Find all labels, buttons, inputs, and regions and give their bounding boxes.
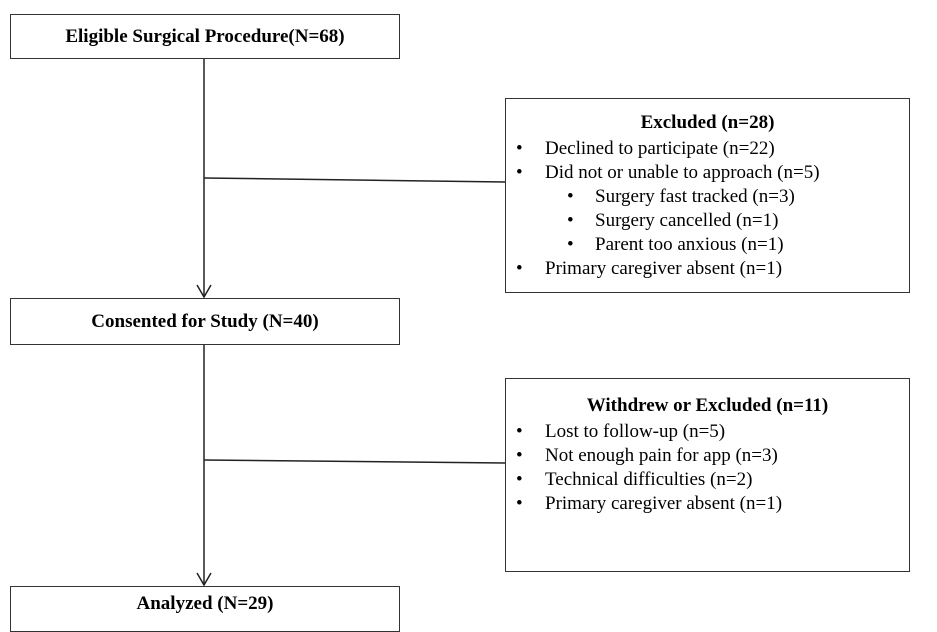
bullet-item: Lost to follow-up (n=5) [506, 420, 909, 444]
sub-bullet-item: Surgery fast tracked (n=3) [506, 185, 909, 209]
flow-box: Consented for Study (N=40) [10, 298, 400, 345]
bullet-item: Did not or unable to approach (n=5) [506, 161, 909, 185]
arrow-head [196, 284, 212, 299]
flow-box: Eligible Surgical Procedure(N=68) [10, 14, 400, 59]
exclusion-box: Withdrew or Excluded (n=11) Lost to follo… [505, 378, 910, 572]
box-title: Withdrew or Excluded (n=11) [586, 395, 829, 416]
box-title: Excluded (n=28) [640, 112, 775, 133]
bullet-item: Not enough pain for app (n=3) [506, 444, 909, 468]
branch-line [203, 459, 506, 464]
sub-bullet-item: Surgery cancelled (n=1) [506, 209, 909, 233]
arrow-head [196, 572, 212, 587]
sub-bullet-item: Parent too anxious (n=1) [506, 233, 909, 257]
bullet-item: Declined to participate (n=22) [506, 137, 909, 161]
bullet-item: Technical difficulties (n=2) [506, 468, 909, 492]
bullet-item: Primary caregiver absent (n=1) [506, 492, 909, 516]
connectors [196, 58, 506, 587]
branch-line [203, 177, 506, 183]
page: {"nodes": [ {"label": "Eligible Surgical… [0, 0, 937, 619]
exclusion-box: Excluded (n=28) Declined to participate (… [505, 98, 910, 293]
bullet-item: Primary caregiver absent (n=1) [506, 257, 909, 281]
flow-box: Analyzed (N=29) [10, 586, 400, 632]
